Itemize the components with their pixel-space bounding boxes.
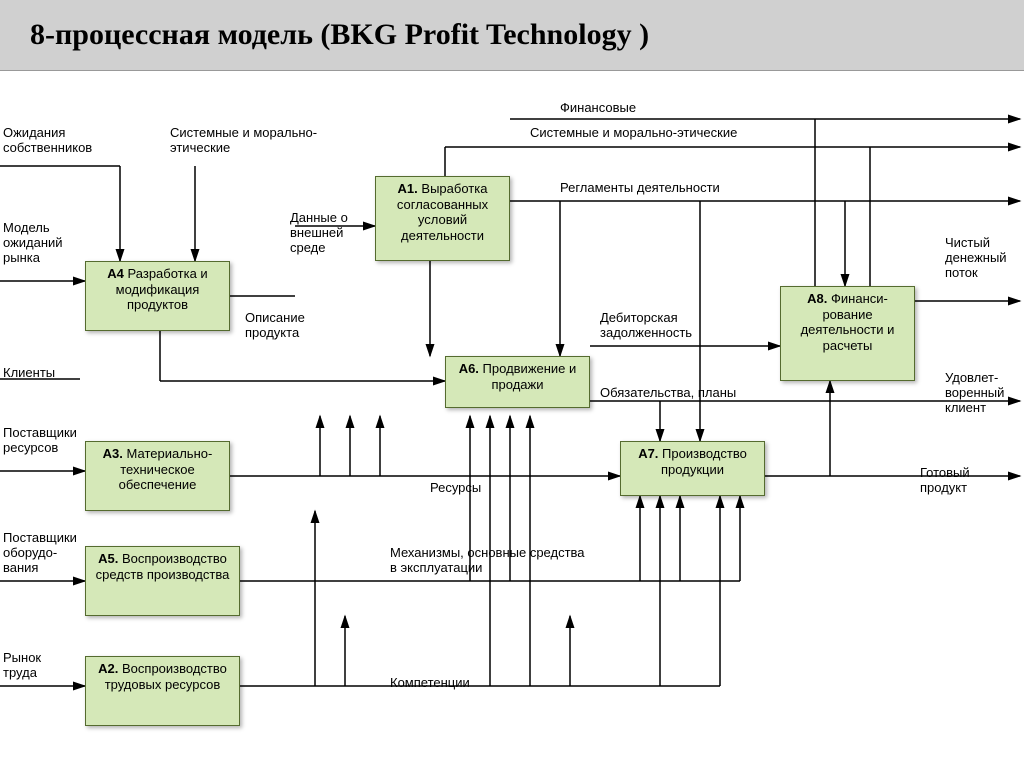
label-mech: Механизмы, основные средства в эксплуата…: [390, 546, 590, 576]
label-clients: Клиенты: [3, 366, 55, 381]
label-data: Данные о внешней среде: [290, 211, 370, 256]
label-cash: Чистый денежный поток: [945, 236, 1023, 281]
label-model: Модель ожиданий рынка: [3, 221, 83, 266]
box-a2-label: Воспроизводство трудовых ресурсов: [105, 661, 227, 692]
label-ready: Готовый продукт: [920, 466, 1000, 496]
box-a6-label: Продвижение и продажи: [483, 361, 577, 392]
label-owners: Ожидания собственников: [3, 126, 113, 156]
diagram-area: A1. Выработка согласованных условий деят…: [0, 71, 1024, 771]
label-labor: Рынок труда: [3, 651, 63, 681]
label-debit: Дебиторская задолженность: [600, 311, 720, 341]
box-a2: A2. Воспроизводство трудовых ресурсов: [85, 656, 240, 726]
box-a2-code: A2.: [98, 661, 118, 676]
label-system2: Системные и морально-этические: [530, 126, 737, 141]
box-a7: A7. Производство продукции: [620, 441, 765, 496]
box-a3: A3. Материально-техническое обеспечение: [85, 441, 230, 511]
label-desc: Описание продукта: [245, 311, 325, 341]
box-a4-label: Разработка и модификация продуктов: [116, 266, 208, 312]
box-a8-code: A8.: [807, 291, 827, 306]
label-resources: Ресурсы: [430, 481, 481, 496]
label-satisf: Удовлет-воренный клиент: [945, 371, 1023, 416]
page-title: 8-процессная модель (BKG Profit Technolo…: [30, 18, 994, 52]
box-a4-code: A4: [107, 266, 124, 281]
box-a7-label: Производство продукции: [661, 446, 747, 477]
label-comp: Компетенции: [390, 676, 470, 691]
box-a6: A6. Продвижение и продажи: [445, 356, 590, 408]
label-system: Системные и морально-этические: [170, 126, 320, 156]
label-suppliers: Поставщики ресурсов: [3, 426, 88, 456]
box-a3-label: Материально-техническое обеспечение: [119, 446, 213, 492]
label-finance: Финансовые: [560, 101, 636, 116]
box-a6-code: A6.: [459, 361, 479, 376]
label-oblig: Обязательства, планы: [600, 386, 736, 401]
label-equip: Поставщики оборудо-вания: [3, 531, 88, 576]
label-reglament: Регламенты деятельности: [560, 181, 720, 196]
box-a1: A1. Выработка согласованных условий деят…: [375, 176, 510, 261]
box-a3-code: A3.: [103, 446, 123, 461]
box-a1-code: A1.: [398, 181, 418, 196]
box-a5-code: A5.: [98, 551, 118, 566]
box-a4: A4 Разработка и модификация продуктов: [85, 261, 230, 331]
box-a7-code: A7.: [638, 446, 658, 461]
box-a8: A8. Финанси-рование деятельности и расче…: [780, 286, 915, 381]
title-bar: 8-процессная модель (BKG Profit Technolo…: [0, 0, 1024, 71]
box-a5: A5. Воспроизводство средств производства: [85, 546, 240, 616]
